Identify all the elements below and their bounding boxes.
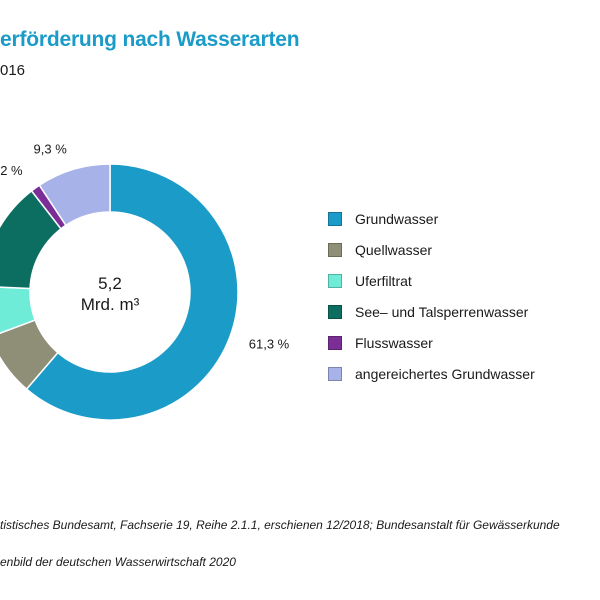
slice-grundwasser <box>25 163 239 421</box>
publication-footnote: enbild der deutschen Wasserwirtschaft 20… <box>0 555 236 569</box>
legend-item-grundwasser: Grundwasser <box>328 203 535 234</box>
legend-label: See– und Talsperrenwasser <box>355 303 529 320</box>
pct-label-flusswasser: 1,2 % <box>0 163 23 178</box>
legend-swatch-uferfiltrat <box>328 273 342 288</box>
center-unit: Mrd. m³ <box>81 295 140 314</box>
chart-title: erförderung nach Wasserarten <box>0 28 300 51</box>
legend-item-uferfiltrat: Uferfiltrat <box>328 265 535 296</box>
legend-swatch-see-talsperrenwasser <box>328 304 342 319</box>
chart-legend: Grundwasser Quellwasser Uferfiltrat See–… <box>328 203 535 389</box>
legend-swatch-grundwasser <box>328 211 342 226</box>
chart-subtitle: 016 <box>0 62 26 79</box>
legend-swatch-flusswasser <box>328 335 342 350</box>
legend-item-flusswasser: Flusswasser <box>328 327 535 358</box>
legend-item-quellwasser: Quellwasser <box>328 234 535 265</box>
legend-label: Grundwasser <box>355 210 439 227</box>
legend-swatch-quellwasser <box>328 242 342 257</box>
source-footnote: tistisches Bundesamt, Fachserie 19, Reih… <box>0 518 560 532</box>
legend-label: Flusswasser <box>355 334 433 351</box>
legend-label: Quellwasser <box>355 241 433 258</box>
legend-item-angereichertes-grundwasser: angereichertes Grundwasser <box>328 358 535 389</box>
donut-slices <box>0 163 239 421</box>
slice-angereichertes-grundwasser <box>38 163 111 227</box>
legend-label: Uferfiltrat <box>355 272 412 289</box>
legend-item-see-talsperrenwasser: See– und Talsperrenwasser <box>328 296 535 327</box>
pct-label-angereichertes-grundwasser: 9,3 % <box>34 141 68 156</box>
legend-swatch-angereichertes-grundwasser <box>328 366 342 381</box>
pct-label-grundwasser: 61,3 % <box>249 336 290 351</box>
center-value: 5,2 <box>98 274 122 293</box>
legend-label: angereichertes Grundwasser <box>355 365 535 382</box>
percentage-labels: 61,3 % 1,2 % 9,3 % <box>0 141 290 351</box>
